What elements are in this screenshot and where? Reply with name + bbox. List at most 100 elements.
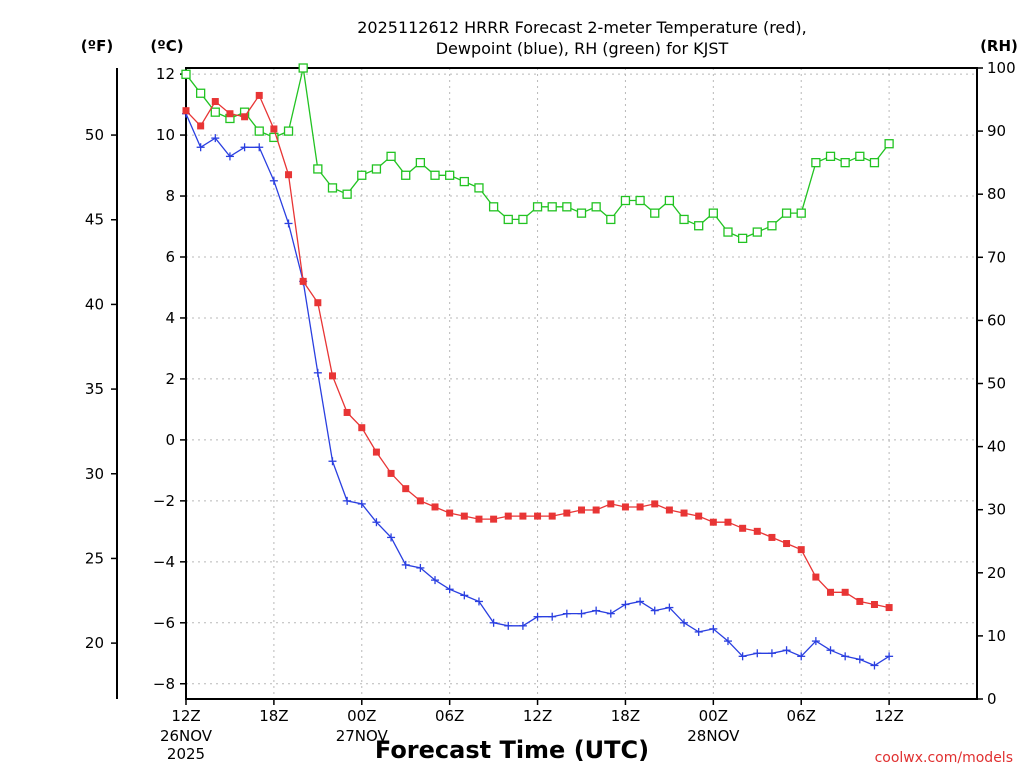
temperature-point	[504, 512, 512, 520]
rh-point	[767, 221, 777, 231]
fahrenheit-axis-ticks: 50 45 40 35 30 25 20	[85, 126, 117, 652]
x-tick-label: 06Z	[435, 707, 464, 725]
rh-point	[855, 151, 865, 161]
temperature-point	[241, 113, 249, 121]
temperature-point	[563, 509, 571, 517]
chart-title-line1: 2025112612 HRRR Forecast 2-meter Tempera…	[357, 18, 807, 37]
temperature-point	[372, 448, 380, 456]
dewpoint-point	[548, 612, 557, 621]
temperature-point	[548, 512, 556, 520]
dewpoint-point	[416, 563, 425, 572]
rh-tick-label: 90	[987, 122, 1006, 140]
celsius-tick-label: −4	[153, 553, 175, 571]
dewpoint-point	[460, 591, 469, 600]
x-tick-date: 26NOV	[160, 727, 213, 745]
rh-point	[811, 157, 821, 168]
rh-point	[708, 208, 718, 218]
celsius-tick-label: 6	[165, 248, 175, 266]
temperature-point	[607, 500, 615, 508]
rh-point	[415, 157, 426, 168]
rh-tick-label: 50	[987, 375, 1006, 393]
rh-point	[635, 195, 645, 206]
dewpoint-point	[357, 499, 366, 508]
temperature-point	[314, 299, 322, 307]
dewpoint-point	[723, 637, 732, 646]
rh-point	[357, 170, 367, 180]
x-axis-title: Forecast Time (UTC)	[375, 736, 649, 764]
rh-tick-label: 0	[987, 690, 997, 708]
celsius-unit-label: (ºC)	[150, 37, 183, 55]
temperature-point	[343, 408, 351, 416]
temperature-point	[446, 509, 454, 517]
dewpoint-point	[533, 612, 542, 621]
rh-point	[737, 233, 748, 244]
rh-tick-label: 10	[987, 627, 1006, 645]
temperature-point	[534, 512, 542, 520]
celsius-tick-label: −2	[153, 492, 175, 510]
x-tick-date: 28NOV	[687, 727, 740, 745]
temperature-point	[680, 509, 688, 517]
temperature-point	[328, 372, 336, 380]
dewpoint-point	[753, 649, 762, 658]
rh-point	[825, 151, 836, 161]
dewpoint-point	[870, 661, 879, 670]
x-tick-date: 27NOV	[336, 727, 389, 745]
temperature-point	[768, 533, 776, 541]
temperature-point	[460, 512, 468, 520]
rh-point	[430, 170, 440, 180]
rh-point	[342, 189, 352, 199]
dewpoint-point	[709, 624, 718, 633]
rh-point	[796, 208, 806, 218]
rh-point	[283, 126, 294, 136]
rh-point	[503, 214, 513, 225]
x-tick-label: 18Z	[259, 707, 288, 725]
rh-point	[488, 202, 499, 212]
temperature-point	[255, 91, 263, 99]
fahrenheit-tick-label: 20	[85, 634, 104, 652]
temperature-point	[299, 277, 307, 285]
dewpoint-point	[606, 609, 615, 618]
fahrenheit-tick-label: 40	[85, 295, 104, 313]
dewpoint-point	[621, 600, 630, 609]
celsius-tick-label: −8	[153, 675, 175, 693]
rh-point	[547, 202, 557, 212]
temperature-point	[387, 469, 395, 477]
rh-point	[386, 151, 396, 161]
dewpoint-point	[387, 533, 396, 542]
x-tick-year: 2025	[167, 745, 205, 763]
dewpoint-point	[767, 649, 776, 658]
temperature-point	[490, 515, 498, 523]
x-tick-label: 12Z	[171, 707, 200, 725]
rh-point	[576, 208, 587, 218]
dewpoint-point	[445, 585, 454, 594]
temperature-point	[416, 497, 424, 505]
rh-tick-label: 80	[987, 185, 1006, 203]
temperature-point	[226, 110, 234, 118]
dewpoint-point	[665, 603, 674, 612]
x-tick-label: 12Z	[523, 707, 552, 725]
dewpoint-point	[518, 621, 527, 630]
temperature-point	[285, 171, 293, 179]
celsius-tick-label: −6	[153, 614, 175, 632]
temperature-point	[651, 500, 659, 508]
temperature-point	[827, 588, 835, 596]
dewpoint-point	[885, 652, 894, 661]
temperature-point	[885, 604, 893, 612]
rh-point	[679, 214, 689, 225]
temperature-point	[812, 573, 820, 581]
celsius-axis-ticks: 12 10 8 6 4 2 0 −2 −4 −6 −8	[153, 65, 186, 693]
rh-tick-label: 30	[987, 501, 1006, 519]
dewpoint-point	[797, 652, 806, 661]
dewpoint-point	[313, 368, 322, 377]
dewpoint-point	[811, 637, 820, 646]
series-temperature	[182, 91, 893, 612]
fahrenheit-tick-label: 25	[85, 549, 104, 567]
temperature-point	[621, 503, 629, 511]
rh-point	[195, 88, 206, 98]
rh-point	[181, 69, 191, 79]
temperature-point	[870, 601, 878, 609]
dewpoint-point	[855, 655, 864, 664]
temperature-point	[182, 107, 190, 115]
x-tick-label: 06Z	[787, 707, 816, 725]
